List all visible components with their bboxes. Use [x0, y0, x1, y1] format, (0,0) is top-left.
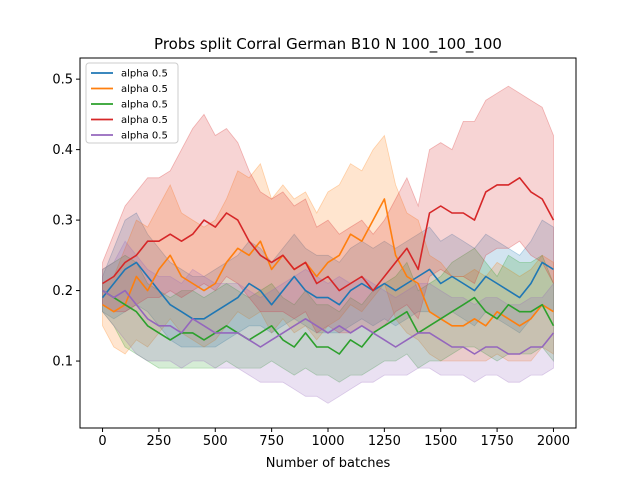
band-series-3	[102, 247, 554, 383]
band-series-5	[102, 240, 554, 404]
x-tick-label: 250	[146, 434, 171, 449]
x-axis-ticks: 0 250 500 750 1000 1250 1500 1750 2000	[98, 428, 570, 449]
line-series-5	[102, 289, 555, 355]
x-tick-label: 0	[98, 434, 106, 449]
y-tick-label: 0.3	[52, 214, 73, 229]
line-series-3	[102, 289, 555, 355]
series-lines	[101, 177, 555, 355]
x-tick-label: 1500	[424, 434, 457, 449]
legend: alpha 0.5 alpha 0.5 alpha 0.5 alpha 0.5 alph…	[85, 62, 179, 144]
chart-title: Probs split Corral German B10 N 100_100_…	[154, 35, 502, 54]
legend-label-1: alpha 0.5	[121, 69, 168, 80]
legend-label-3: alpha 0.5	[121, 100, 168, 111]
legend-label-4: alpha 0.5	[121, 115, 168, 126]
band-series-2	[102, 134, 554, 362]
x-tick-label: 2000	[537, 434, 570, 449]
confidence-bands	[102, 85, 554, 404]
line-series-4	[102, 177, 555, 292]
band-series-4	[102, 85, 554, 334]
x-tick-label: 750	[259, 434, 284, 449]
y-tick-label: 0.4	[52, 143, 73, 158]
legend-box	[85, 62, 179, 144]
line-series-2	[102, 198, 554, 327]
x-tick-label: 1000	[311, 434, 344, 449]
x-tick-label: 1250	[368, 434, 401, 449]
x-tick-label: 500	[203, 434, 228, 449]
y-tick-label: 0.1	[52, 355, 73, 370]
x-tick-label: 1750	[481, 434, 514, 449]
line-series-1	[101, 261, 554, 320]
y-tick-label: 0.5	[52, 73, 73, 88]
y-axis-ticks: 0.1 0.2 0.3 0.4 0.5	[52, 73, 80, 370]
legend-label-2: alpha 0.5	[121, 84, 168, 95]
x-axis-label: Number of batches	[266, 456, 391, 471]
legend-label-5: alpha 0.5	[121, 131, 168, 142]
y-tick-label: 0.2	[52, 284, 73, 299]
